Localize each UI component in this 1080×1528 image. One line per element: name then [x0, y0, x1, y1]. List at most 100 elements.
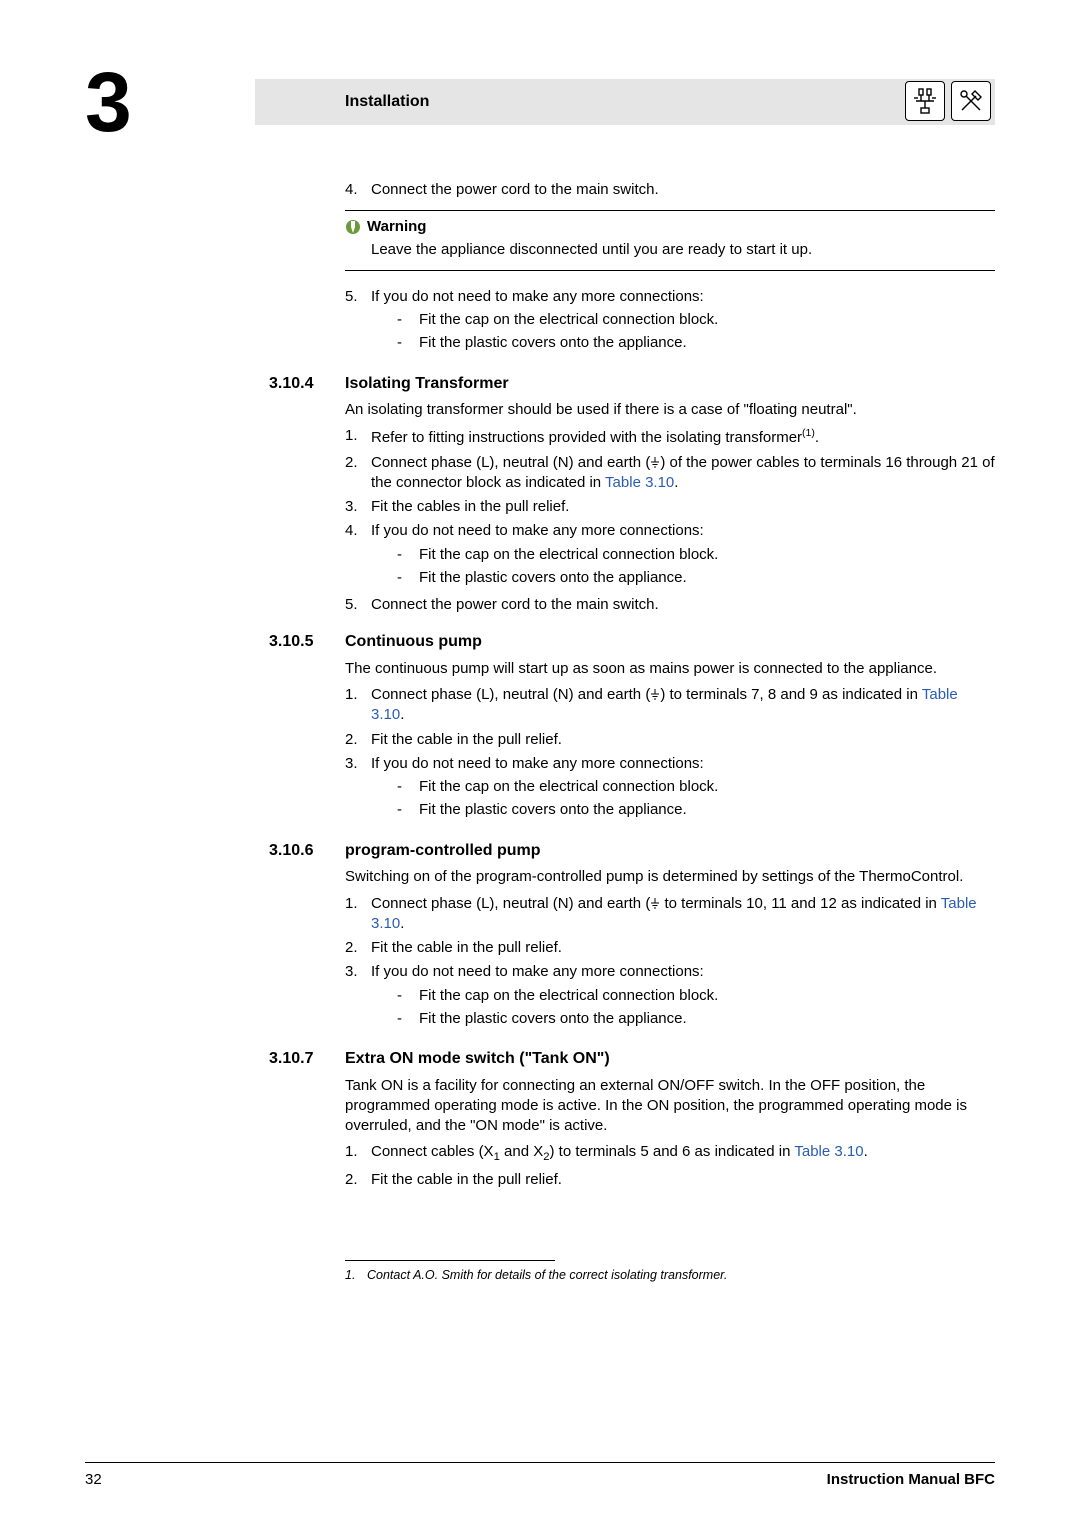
item-text: Connect cables (X1 and X2) to terminals … [371, 1142, 995, 1165]
item-body: If you do not need to make any more conn… [371, 287, 995, 357]
warning-text: Leave the appliance disconnected until y… [371, 240, 995, 260]
page-number: 32 [85, 1471, 102, 1488]
ordered-list: 1. Connect phase (L), neutral (N) and ea… [345, 894, 995, 1033]
sub-text: Fit the plastic covers onto the applianc… [419, 800, 687, 820]
footnote-ref: (1) [802, 427, 815, 439]
item-number: 3. [345, 754, 371, 774]
item-number: 2. [345, 730, 371, 750]
table-link[interactable]: Table 3.10 [605, 474, 674, 491]
warning-heading: Warning [345, 217, 995, 237]
sub-item: Fit the cap on the electrical connection… [397, 986, 995, 1006]
list-item: 2. Fit the cable in the pull relief. [345, 1170, 995, 1190]
sub-text: Fit the cap on the electrical connection… [419, 310, 718, 330]
terminal-icon [905, 81, 945, 121]
ordered-list: 1. Connect cables (X1 and X2) to termina… [345, 1142, 995, 1189]
section-title: Isolating Transformer [345, 373, 509, 395]
item-text: Connect phase (L), neutral (N) and earth… [371, 453, 995, 494]
item-text: Fit the cable in the pull relief. [371, 730, 995, 750]
sub-item: Fit the plastic covers onto the applianc… [397, 568, 995, 588]
sub-item: Fit the cap on the electrical connection… [397, 310, 995, 330]
warning-label: Warning [367, 217, 426, 237]
post-warning-list: 5. If you do not need to make any more c… [345, 287, 995, 357]
page: 3 Installation [0, 0, 1080, 1528]
list-item: 3. Fit the cables in the pull relief. [345, 497, 995, 517]
list-item: 1. Connect phase (L), neutral (N) and ea… [345, 685, 995, 726]
page-footer: 32 Instruction Manual BFC [85, 1462, 995, 1488]
sub-text: Fit the plastic covers onto the applianc… [419, 1009, 687, 1029]
sub-item: Fit the cap on the electrical connection… [397, 545, 995, 565]
section-3-10-7: 3.10.7 Extra ON mode switch ("Tank ON") … [345, 1048, 995, 1190]
sub-item: Fit the plastic covers onto the applianc… [397, 333, 995, 353]
section-number: 3.10.4 [269, 373, 345, 395]
sub-text: Fit the plastic covers onto the applianc… [419, 333, 687, 353]
item-number: 2. [345, 938, 371, 958]
list-item: 2. Fit the cable in the pull relief. [345, 938, 995, 958]
item-number: 1. [345, 685, 371, 705]
sub-text: Fit the cap on the electrical connection… [419, 545, 718, 565]
section-3-10-5: 3.10.5 Continuous pump The continuous pu… [345, 631, 995, 823]
section-heading: 3.10.5 Continuous pump [345, 631, 995, 653]
earth-icon [650, 457, 660, 469]
sub-list: Fit the cap on the electrical connection… [397, 545, 995, 589]
section-title: Extra ON mode switch ("Tank ON") [345, 1048, 610, 1070]
section-heading: 3.10.4 Isolating Transformer [345, 373, 995, 395]
section-body: The continuous pump will start up as soo… [345, 659, 995, 824]
item-number: 2. [345, 453, 371, 473]
item-text: If you do not need to make any more conn… [371, 522, 704, 539]
item-text: Connect the power cord to the main switc… [371, 180, 995, 200]
chapter-header: 3 Installation [85, 60, 995, 144]
item-number: 1. [345, 894, 371, 914]
section-number: 3.10.7 [269, 1048, 345, 1070]
footnote-text: Contact A.O. Smith for details of the co… [367, 1267, 727, 1284]
intro-text: Tank ON is a facility for connecting an … [345, 1076, 995, 1137]
item-text: Fit the cable in the pull relief. [371, 1170, 995, 1190]
section-number: 3.10.6 [269, 840, 345, 862]
header-icons [905, 81, 991, 121]
list-item: 1. Connect phase (L), neutral (N) and ea… [345, 894, 995, 935]
item-number: 4. [345, 521, 371, 541]
sub-text: Fit the cap on the electrical connection… [419, 777, 718, 797]
section-heading: 3.10.7 Extra ON mode switch ("Tank ON") [345, 1048, 995, 1070]
manual-title: Instruction Manual BFC [827, 1471, 995, 1488]
section-3-10-6: 3.10.6 program-controlled pump Switching… [345, 840, 995, 1032]
list-item: 3. If you do not need to make any more c… [345, 754, 995, 824]
item-text: Connect phase (L), neutral (N) and earth… [371, 685, 995, 726]
item-number: 1. [345, 1142, 371, 1162]
ordered-list: 1. Connect phase (L), neutral (N) and ea… [345, 685, 995, 824]
footnote-rule [345, 1260, 555, 1261]
list-item: 3. If you do not need to make any more c… [345, 962, 995, 1032]
item-text: Refer to fitting instructions provided w… [371, 426, 995, 448]
section-heading: 3.10.6 program-controlled pump [345, 840, 995, 862]
section-title: program-controlled pump [345, 840, 541, 862]
item-number: 4. [345, 180, 371, 200]
tools-icon [951, 81, 991, 121]
item-text: If you do not need to make any more conn… [371, 963, 704, 980]
list-item: 1. Refer to fitting instructions provide… [345, 426, 995, 448]
section-title: Continuous pump [345, 631, 482, 653]
item-number: 5. [345, 595, 371, 615]
earth-icon [650, 689, 660, 701]
item-body: If you do not need to make any more conn… [371, 962, 995, 1032]
item-number: 2. [345, 1170, 371, 1190]
ordered-list: 1. Refer to fitting instructions provide… [345, 426, 995, 615]
earth-icon [650, 898, 660, 910]
item-number: 5. [345, 287, 371, 307]
chapter-number: 3 [85, 60, 255, 144]
list-item: 5. If you do not need to make any more c… [345, 287, 995, 357]
section-number: 3.10.5 [269, 631, 345, 653]
item-number: 1. [345, 426, 371, 446]
item-text: Fit the cables in the pull relief. [371, 497, 995, 517]
item-body: If you do not need to make any more conn… [371, 754, 995, 824]
section-body: An isolating transformer should be used … [345, 400, 995, 615]
intro-text: An isolating transformer should be used … [345, 400, 995, 420]
list-item: 1. Connect cables (X1 and X2) to termina… [345, 1142, 995, 1165]
table-link[interactable]: Table 3.10 [794, 1143, 863, 1160]
footnote: 1. Contact A.O. Smith for details of the… [345, 1267, 995, 1284]
section-3-10-4: 3.10.4 Isolating Transformer An isolatin… [345, 373, 995, 616]
item-text: Fit the cable in the pull relief. [371, 938, 995, 958]
item-text: Connect phase (L), neutral (N) and earth… [371, 894, 995, 935]
item-body: If you do not need to make any more conn… [371, 521, 995, 591]
section-body: Switching on of the program-controlled p… [345, 867, 995, 1032]
intro-text: Switching on of the program-controlled p… [345, 867, 995, 887]
list-item: 2. Fit the cable in the pull relief. [345, 730, 995, 750]
